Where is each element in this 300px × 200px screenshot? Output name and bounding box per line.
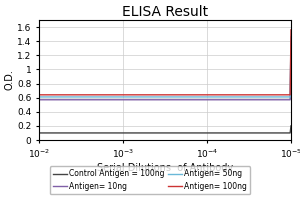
Antigen= 50ng [289,36,293,38]
Title: ELISA Result: ELISA Result [122,5,208,19]
Control Antigen = 100ng [38,132,42,134]
Line: Antigen= 100ng: Antigen= 100ng [39,30,291,95]
Antigen= 10ng [38,99,42,101]
Antigen= 100ng [250,94,253,96]
Antigen= 100ng [187,94,191,96]
Antigen= 100ng [38,94,42,96]
Antigen= 10ng [37,99,41,101]
Antigen= 50ng [37,96,41,98]
X-axis label: Serial Dilutions  of Antibody: Serial Dilutions of Antibody [97,163,233,173]
Antigen= 10ng [250,99,253,101]
Antigen= 100ng [37,94,41,96]
Control Antigen = 100ng [187,132,191,134]
Antigen= 10ng [289,40,293,42]
Line: Control Antigen = 100ng: Control Antigen = 100ng [39,126,291,133]
Antigen= 100ng [186,94,190,96]
Antigen= 100ng [266,94,269,96]
Legend: Control Antigen = 100ng, Antigen= 10ng, Antigen= 50ng, Antigen= 100ng: Control Antigen = 100ng, Antigen= 10ng, … [50,166,250,194]
Control Antigen = 100ng [289,125,293,127]
Antigen= 10ng [191,99,195,101]
Antigen= 50ng [186,96,190,98]
Antigen= 50ng [191,96,195,98]
Antigen= 100ng [289,29,293,31]
Control Antigen = 100ng [191,132,195,134]
Line: Antigen= 50ng: Antigen= 50ng [39,37,291,97]
Antigen= 50ng [38,96,42,98]
Antigen= 50ng [250,96,253,98]
Antigen= 100ng [191,94,195,96]
Antigen= 10ng [187,99,191,101]
Y-axis label: O.D.: O.D. [4,70,14,90]
Antigen= 50ng [187,96,191,98]
Control Antigen = 100ng [266,132,269,134]
Antigen= 50ng [266,96,269,98]
Control Antigen = 100ng [37,132,41,134]
Antigen= 10ng [186,99,190,101]
Control Antigen = 100ng [250,132,253,134]
Control Antigen = 100ng [186,132,190,134]
Antigen= 10ng [266,99,269,101]
Line: Antigen= 10ng: Antigen= 10ng [39,41,291,100]
